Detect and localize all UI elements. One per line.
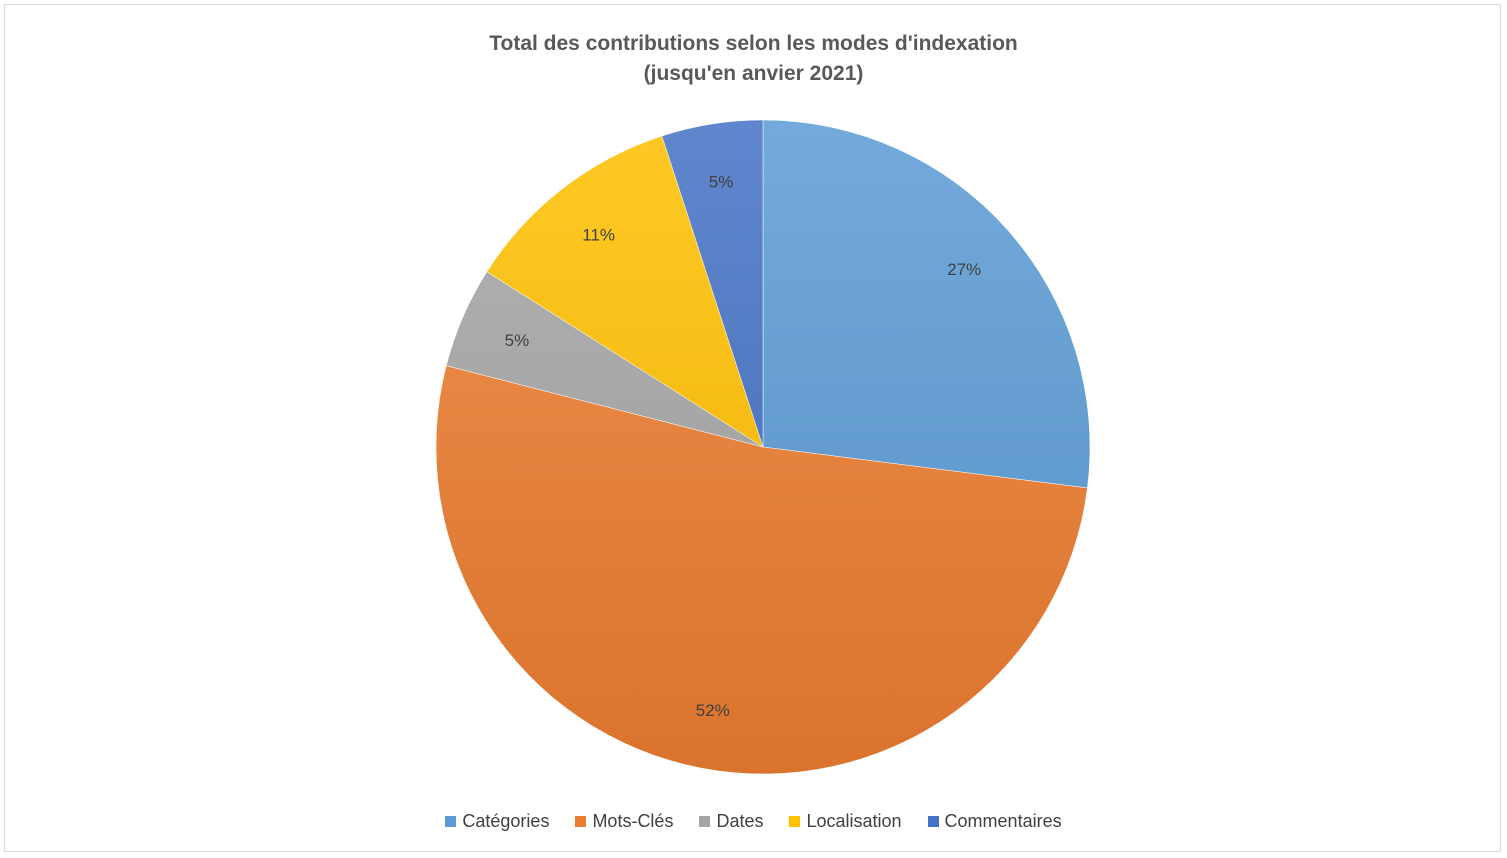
legend-swatch-dates bbox=[699, 816, 711, 827]
legend-swatch-mots-cles bbox=[575, 816, 587, 827]
legend-swatch-categories bbox=[445, 816, 457, 827]
pie-slice-localisation bbox=[486, 135, 764, 448]
chart-subtitle: (jusqu'en anvier 2021) bbox=[643, 62, 864, 85]
pie-slice-commentaires bbox=[661, 119, 764, 448]
legend-label-mots-cles: Mots-Clés bbox=[592, 811, 674, 831]
legend-swatch-localisation bbox=[789, 816, 801, 827]
legend-item-commentaires: Commentaires bbox=[927, 811, 1062, 832]
pie-slices bbox=[435, 119, 1091, 775]
legend-label-commentaires: Commentaires bbox=[944, 811, 1062, 831]
legend-item-categories: Catégories bbox=[445, 811, 549, 832]
legend-label-localisation: Localisation bbox=[806, 811, 902, 831]
legend-swatch-commentaires bbox=[927, 816, 939, 827]
legend-label-dates: Dates bbox=[716, 811, 764, 831]
chart-legend: Catégories Mots-Clés Dates Localisation Comm… bbox=[0, 811, 1507, 832]
data-label-mots-cles: 52% bbox=[696, 701, 730, 720]
chart-title-line1: Total des contributions selon les modes … bbox=[489, 32, 1018, 55]
legend-item-dates: Dates bbox=[699, 811, 763, 832]
pie-slice-categories bbox=[762, 119, 1091, 489]
chart-title: Total des contributions selon les modes … bbox=[0, 29, 1507, 89]
pie-slice-mots-cles bbox=[435, 365, 1088, 775]
pie-data-labels: 27% 52% 5% 11% 5% bbox=[505, 173, 982, 720]
legend-item-mots-cles: Mots-Clés bbox=[575, 811, 673, 832]
data-label-categories: 27% bbox=[947, 260, 981, 279]
legend-label-categories: Catégories bbox=[462, 811, 550, 831]
data-label-commentaires: 5% bbox=[709, 173, 734, 192]
legend-item-localisation: Localisation bbox=[789, 811, 902, 832]
data-label-dates: 5% bbox=[505, 331, 530, 350]
data-label-localisation: 11% bbox=[582, 226, 615, 245]
